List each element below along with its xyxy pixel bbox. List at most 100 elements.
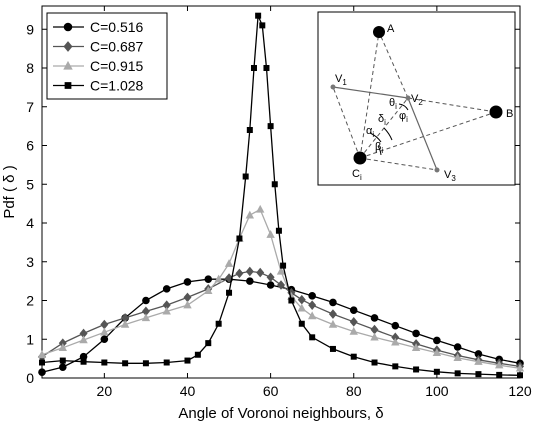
label-a: A bbox=[387, 23, 395, 35]
legend-entry: C=0.915 bbox=[53, 58, 144, 74]
data-point bbox=[184, 357, 191, 364]
label-b: B bbox=[506, 108, 513, 120]
data-point bbox=[58, 338, 67, 348]
data-point bbox=[226, 289, 233, 296]
data-point bbox=[515, 363, 525, 372]
data-point bbox=[307, 311, 317, 320]
data-point bbox=[308, 300, 317, 310]
label-v3: V3 bbox=[444, 169, 456, 183]
angle-arc-alpha bbox=[369, 132, 382, 143]
data-point bbox=[79, 335, 88, 344]
data-point bbox=[517, 372, 523, 379]
data-point bbox=[256, 204, 265, 213]
data-point bbox=[224, 259, 234, 267]
data-point bbox=[59, 357, 66, 364]
data-point bbox=[276, 266, 286, 275]
legend-label: C=0.516 bbox=[90, 19, 144, 35]
vertex-v2 bbox=[405, 95, 411, 101]
dashed-v2-b bbox=[407, 97, 497, 113]
data-point bbox=[100, 327, 109, 336]
series-line bbox=[41, 15, 521, 376]
data-point bbox=[194, 351, 201, 358]
data-point bbox=[370, 314, 379, 322]
data-point bbox=[214, 274, 223, 283]
data-point bbox=[370, 332, 379, 341]
data-point bbox=[163, 359, 170, 366]
data-point bbox=[250, 65, 257, 71]
data-point bbox=[100, 319, 109, 330]
data-point bbox=[183, 292, 192, 303]
voronoi-edge-v1-v2 bbox=[332, 86, 409, 99]
data-point bbox=[236, 235, 243, 242]
label-delta: δi bbox=[378, 113, 386, 127]
data-point bbox=[267, 123, 274, 130]
y-tick-label: 8 bbox=[26, 60, 34, 76]
label-c: Ci bbox=[352, 168, 362, 182]
data-point bbox=[37, 350, 47, 358]
data-point bbox=[246, 277, 254, 285]
vertex-v3 bbox=[434, 167, 440, 173]
y-tick-label: 4 bbox=[26, 215, 34, 231]
angle-arc-beta bbox=[377, 145, 382, 156]
data-point bbox=[298, 320, 305, 327]
label-beta: βi bbox=[375, 141, 383, 155]
data-point bbox=[349, 326, 358, 335]
data-point bbox=[141, 313, 151, 322]
data-point bbox=[63, 22, 73, 32]
data-point bbox=[162, 306, 171, 315]
series-line bbox=[41, 278, 521, 373]
y-tick-label: 5 bbox=[26, 176, 34, 192]
inset-box bbox=[317, 11, 516, 186]
data-point bbox=[256, 267, 265, 278]
point-a bbox=[373, 26, 385, 38]
legend-label: C=1.028 bbox=[90, 78, 144, 94]
legend-entry: C=1.028 bbox=[53, 78, 144, 94]
data-point bbox=[453, 353, 462, 362]
y-tick-label: 9 bbox=[26, 21, 34, 37]
legend: C=0.516 C=0.687 C=0.915 C=1.028 bbox=[46, 12, 168, 100]
data-point bbox=[496, 371, 503, 378]
y-tick-label: 1 bbox=[26, 331, 34, 347]
data-point bbox=[328, 309, 337, 319]
data-point bbox=[266, 281, 275, 289]
data-point bbox=[453, 343, 462, 351]
y-axis-label: Pdf ( δ ) bbox=[1, 165, 18, 218]
data-point bbox=[275, 227, 282, 234]
angle-arc-theta bbox=[398, 103, 409, 111]
data-point bbox=[433, 336, 441, 345]
series-C-0-687 bbox=[38, 266, 524, 372]
data-point bbox=[495, 360, 504, 369]
x-axis-label: Angle of Voronoi neighbours, δ bbox=[178, 405, 383, 422]
x-tick-label: 80 bbox=[346, 383, 362, 399]
data-point bbox=[391, 332, 400, 343]
y-tick-label: 3 bbox=[26, 254, 34, 270]
series-C-0-915 bbox=[37, 204, 525, 372]
data-point bbox=[259, 22, 266, 29]
y-tick-label: 2 bbox=[26, 293, 34, 309]
data-point bbox=[79, 352, 88, 361]
inset-diagram: A B V1 V2 V3 Ci θi φi δi αi βi bbox=[317, 11, 516, 186]
data-point bbox=[277, 280, 285, 290]
data-point bbox=[474, 350, 483, 358]
data-point bbox=[58, 343, 67, 351]
y-tick-label: 6 bbox=[26, 138, 34, 154]
data-point bbox=[79, 328, 88, 339]
data-point bbox=[162, 300, 171, 310]
data-point bbox=[432, 348, 442, 357]
data-point bbox=[245, 210, 255, 219]
x-tick-label: 100 bbox=[425, 383, 449, 399]
data-point bbox=[309, 334, 316, 341]
data-point bbox=[38, 368, 46, 376]
data-point bbox=[370, 324, 379, 335]
data-point bbox=[142, 360, 149, 367]
data-point bbox=[122, 360, 129, 367]
data-point bbox=[101, 359, 108, 366]
x-tick-label: 20 bbox=[97, 383, 113, 399]
data-point bbox=[454, 370, 461, 377]
x-tick-label: 120 bbox=[508, 383, 532, 399]
data-point bbox=[391, 337, 400, 346]
data-point bbox=[80, 358, 87, 365]
data-point bbox=[271, 181, 278, 188]
legend-label: C=0.687 bbox=[90, 39, 144, 55]
